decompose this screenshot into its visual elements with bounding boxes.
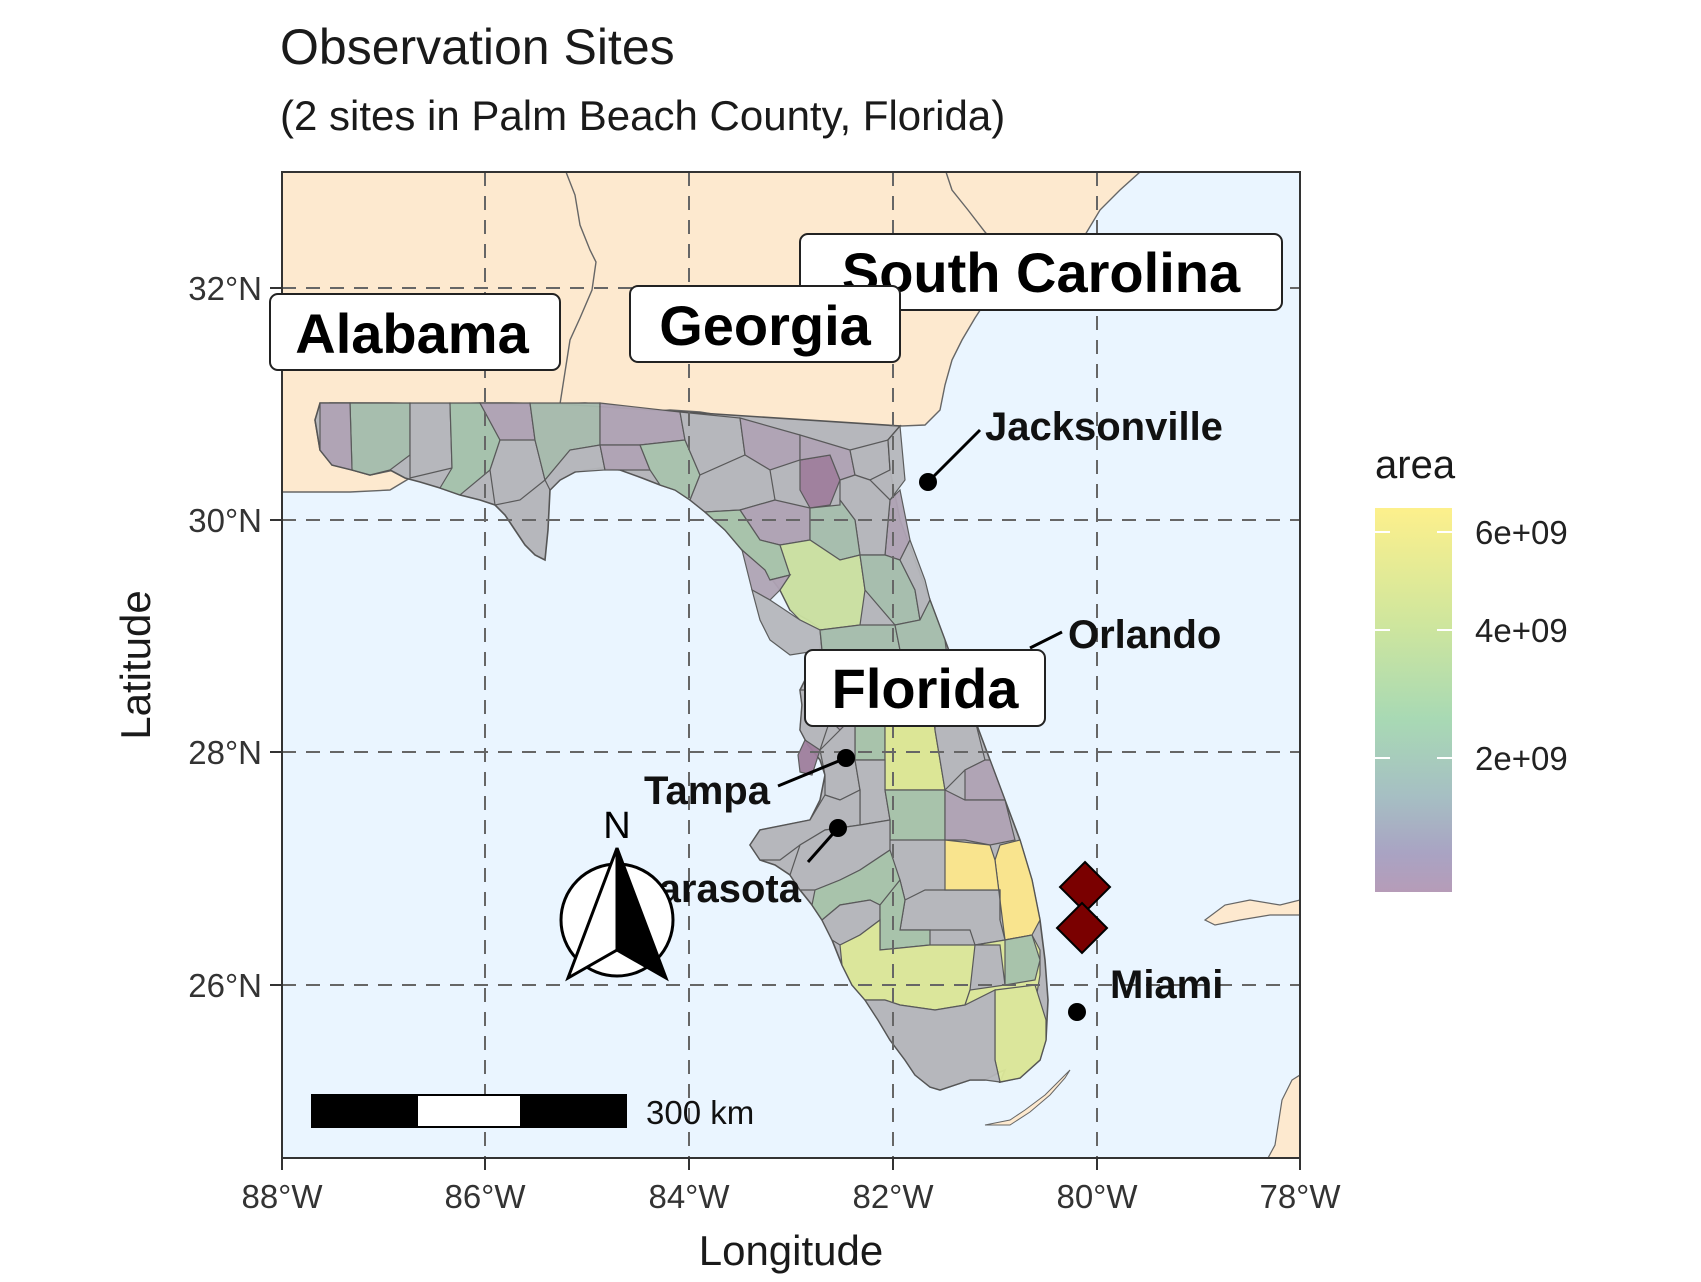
legend: area 6e+09 4e+09 2e+09 [1375,443,1568,892]
city-point-sarasota [829,819,847,837]
state-label-florida: Florida [804,649,1046,727]
city-label-orlando: Orlando [1068,613,1221,657]
city-label-jacksonville: Jacksonville [985,405,1223,449]
legend-label: 6e+09 [1475,514,1568,551]
legend-title: area [1375,443,1456,487]
scale-bar-label: 300 km [646,1094,754,1131]
y-axis-title: Latitude [112,590,159,739]
city-point-jacksonville [919,473,937,491]
x-axis-title: Longitude [699,1227,884,1274]
x-tick-label: 88°W [241,1178,323,1215]
keys-land [984,1069,1071,1126]
bahamas-land-south [1267,1074,1300,1158]
legend-label: 4e+09 [1475,612,1568,649]
legend-label: 2e+09 [1475,740,1568,777]
north-arrow: N [559,805,675,982]
x-tick-label: 78°W [1259,1178,1341,1215]
bahamas-land [1203,899,1300,926]
alabama-georgia-border [559,172,597,405]
city-label-miami: Miami [1110,963,1223,1007]
y-tick-label: 32°N [188,270,262,307]
state-label-georgia: Georgia [629,285,901,363]
x-tick-label: 82°W [852,1178,934,1215]
y-tick-label: 26°N [188,967,262,1004]
north-arrow-label: N [603,805,630,847]
city-point-tampa [837,749,855,767]
city-point-miami [1068,1003,1086,1021]
x-tick-label: 84°W [648,1178,730,1215]
svg-text:South Carolina: South Carolina [842,241,1241,304]
svg-text:Alabama: Alabama [295,302,529,365]
city-label-tampa: Tampa [644,769,771,813]
axis-tick-marks [270,287,1301,1170]
scale-bar: 300 km [311,1094,754,1131]
legend-colorbar [1375,508,1452,892]
site-markers [1055,860,1112,955]
svg-text:Georgia: Georgia [659,294,871,357]
state-label-south-carolina: South Carolina [799,233,1283,311]
map-subtitle: (2 sites in Palm Beach County, Florida) [280,92,1006,139]
state-label-alabama: Alabama [269,293,561,371]
x-tick-label: 86°W [444,1178,526,1215]
y-tick-label: 30°N [188,502,262,539]
y-tick-label: 28°N [188,734,262,771]
map-title: Observation Sites [280,19,675,75]
x-tick-label: 80°W [1056,1178,1138,1215]
svg-text:Florida: Florida [832,657,1020,720]
panel-border [281,171,1301,1159]
site-marker [1055,901,1109,955]
